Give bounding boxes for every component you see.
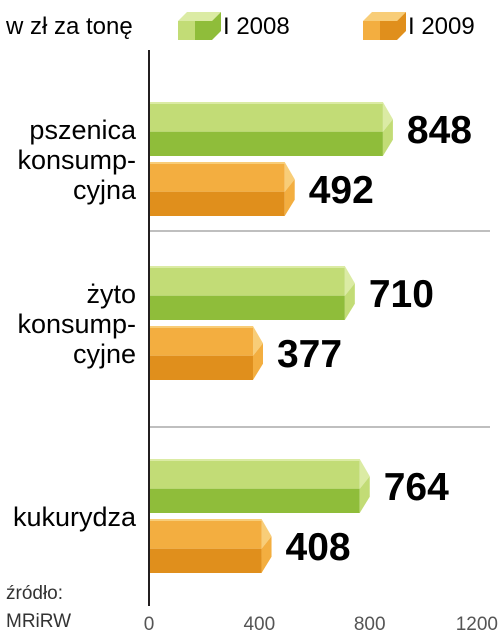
value-label-2008: 848 (407, 109, 472, 152)
category-label: pszenica (29, 115, 137, 145)
legend-label-2009: I 2009 (408, 13, 475, 40)
value-label-2009: 492 (309, 169, 374, 212)
category-labels: pszenicakonsump-cyjnażytokonsump-cyjneku… (13, 115, 137, 532)
bar-2009 (149, 326, 263, 380)
bars-layer (149, 102, 393, 573)
x-tick-label: 1200 (456, 614, 498, 635)
bar-2008 (149, 102, 393, 156)
category-label: cyjne (73, 339, 136, 369)
unit-label: w zł za tonę (5, 13, 133, 40)
bar-2009 (149, 519, 272, 573)
value-label-2009: 408 (286, 526, 351, 569)
category-label: cyjna (73, 175, 137, 205)
bar-2008 (149, 266, 355, 320)
x-tick-label: 400 (243, 614, 275, 635)
value-label-2008: 764 (384, 466, 449, 509)
x-tick-labels: 0 400 800 1200 (144, 614, 498, 635)
source-label-line1: źródło: (6, 583, 63, 604)
x-tick-label: 800 (354, 614, 386, 635)
group-dividers (149, 230, 490, 428)
category-label: kukurydza (13, 502, 137, 532)
category-label: konsump- (17, 145, 136, 175)
value-label-2008: 710 (369, 273, 434, 316)
legend-swatch-2008 (178, 12, 221, 40)
legend-swatch-2009 (363, 12, 406, 40)
x-tick-label: 0 (144, 614, 155, 635)
legend-label-2008: I 2008 (223, 13, 290, 40)
value-labels: 848 492 710 377 764 408 (277, 109, 472, 569)
value-label-2009: 377 (277, 333, 342, 376)
category-label: konsump- (17, 309, 136, 339)
category-label: żyto (86, 279, 136, 309)
bar-2009 (149, 162, 295, 216)
legend: I 2008 I 2009 (178, 12, 475, 40)
bar-2008 (149, 459, 370, 513)
source-label-line2: MRiRW (6, 611, 71, 632)
